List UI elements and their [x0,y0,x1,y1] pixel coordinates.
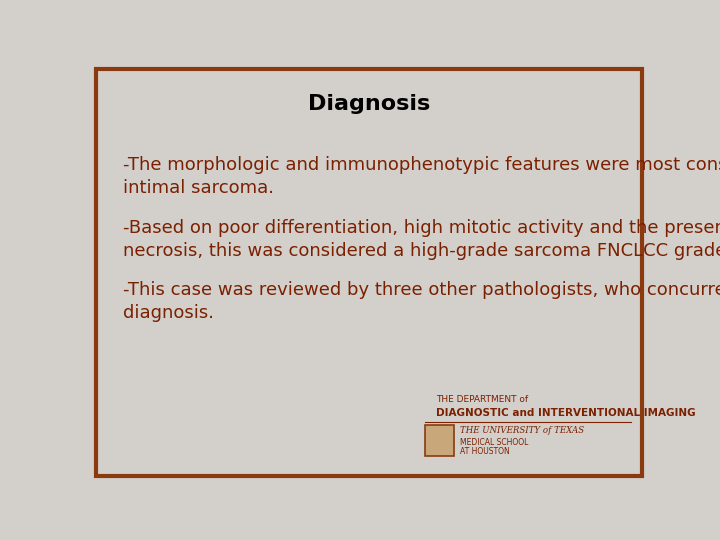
FancyBboxPatch shape [425,426,454,456]
Text: -Based on poor differentiation, high mitotic activity and the presence of focal: -Based on poor differentiation, high mit… [124,219,720,237]
Text: -This case was reviewed by three other pathologists, who concurred with the: -This case was reviewed by three other p… [124,281,720,299]
Text: DIAGNOSTIC and INTERVENTIONAL IMAGING: DIAGNOSTIC and INTERVENTIONAL IMAGING [436,408,696,418]
Text: necrosis, this was considered a high-grade sarcoma FNCLCC grade 3.: necrosis, this was considered a high-gra… [124,241,720,260]
Text: MEDICAL SCHOOL: MEDICAL SCHOOL [460,438,528,447]
Text: diagnosis.: diagnosis. [124,304,215,322]
Text: THE UNIVERSITY of TEXAS: THE UNIVERSITY of TEXAS [460,426,584,435]
Text: Diagnosis: Diagnosis [308,94,430,114]
Text: -The morphologic and immunophenotypic features were most consistent with: -The morphologic and immunophenotypic fe… [124,156,720,174]
Text: AT HOUSTON: AT HOUSTON [460,447,510,456]
Text: intimal sarcoma.: intimal sarcoma. [124,179,274,197]
FancyBboxPatch shape [96,69,642,476]
Text: THE DEPARTMENT of: THE DEPARTMENT of [436,395,528,404]
